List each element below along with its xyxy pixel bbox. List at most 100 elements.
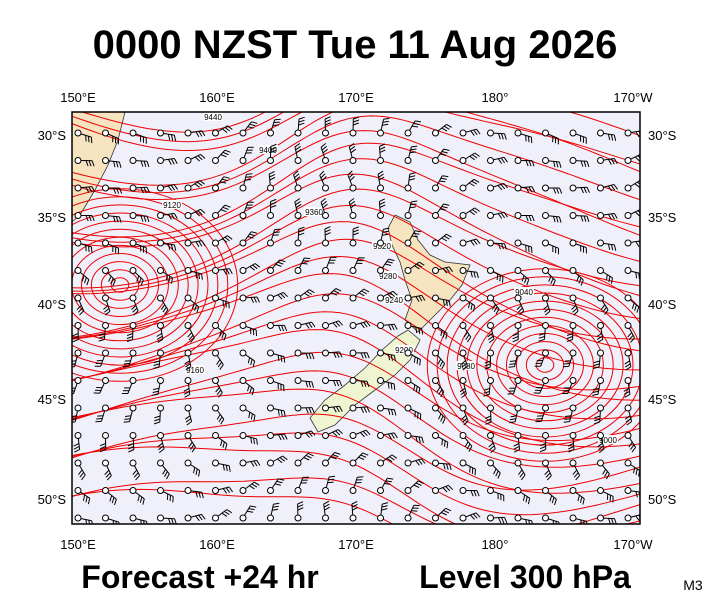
- barb-tick: [634, 183, 640, 188]
- barb-tick: [501, 133, 504, 140]
- barb-tick: [104, 310, 111, 316]
- barb-tick: [228, 486, 234, 493]
- barb-tick: [191, 447, 196, 453]
- station: [102, 459, 109, 467]
- station: [624, 184, 632, 192]
- station: [487, 184, 494, 192]
- barb-tick: [443, 148, 450, 151]
- barb-tick: [228, 465, 231, 472]
- station: [542, 267, 549, 274]
- barb-tick: [302, 260, 310, 262]
- station: [294, 349, 302, 357]
- station: [322, 432, 329, 439]
- barb-tick: [473, 129, 478, 136]
- barb-tick: [189, 444, 195, 450]
- barb-tick: [473, 271, 476, 278]
- station: [487, 349, 494, 357]
- station: [514, 404, 522, 412]
- lon-label: 150°E: [60, 90, 96, 105]
- barb-tick: [85, 245, 87, 252]
- barb-tick: [324, 506, 330, 511]
- barb-tick: [168, 276, 171, 283]
- barb-tick: [573, 310, 579, 316]
- barb-tick: [298, 229, 305, 233]
- barb-tick: [439, 153, 447, 156]
- model-label: M3: [683, 577, 703, 593]
- frame: [71, 111, 641, 525]
- barb-tick: [162, 468, 167, 475]
- barb-tick: [379, 198, 386, 202]
- barb-tick: [568, 449, 575, 453]
- barb-tick: [321, 200, 327, 206]
- barb-tick: [293, 170, 299, 176]
- barb-tick: [445, 267, 451, 273]
- barb-tick: [137, 495, 140, 502]
- barb-tick: [82, 494, 86, 501]
- barb-tick: [85, 215, 89, 222]
- contour-line: [72, 311, 640, 420]
- barb-tick: [485, 421, 492, 425]
- barb-tick: [362, 452, 369, 456]
- station: [514, 267, 522, 274]
- barb-tick: [416, 358, 419, 365]
- barb-tick: [448, 266, 454, 272]
- barb-tick: [379, 143, 386, 147]
- barb-tick: [222, 238, 228, 243]
- station: [294, 129, 302, 137]
- barb-tick: [190, 337, 195, 343]
- contour-ring: [100, 269, 140, 301]
- station: [542, 377, 549, 384]
- wind-barbs: [72, 116, 640, 524]
- station: [322, 212, 329, 219]
- barb-tick: [607, 134, 611, 141]
- lat-label: 35°S: [648, 210, 677, 225]
- station: [212, 404, 219, 412]
- barb-tick: [386, 457, 393, 463]
- barb-tick: [461, 363, 467, 368]
- barb-tick: [415, 296, 420, 302]
- station: [459, 377, 467, 384]
- lat-label: 30°S: [38, 128, 67, 143]
- station: [102, 267, 109, 274]
- contour-label: 9360: [305, 208, 323, 217]
- station: [459, 432, 467, 439]
- barb-tick: [256, 296, 260, 303]
- station: [157, 404, 164, 412]
- barb-tick: [197, 210, 203, 216]
- barb-tick: [586, 161, 590, 168]
- station: [212, 322, 219, 329]
- barb-tick: [418, 436, 421, 443]
- barb-tick: [366, 381, 370, 388]
- station: [294, 404, 302, 412]
- barb-tick: [519, 310, 525, 316]
- barb-tick: [634, 211, 640, 217]
- barb-tick: [140, 519, 142, 524]
- barb-tick: [311, 407, 315, 414]
- barb-tick: [270, 204, 277, 208]
- barb-tick: [140, 215, 144, 222]
- station: [432, 212, 439, 219]
- barb-tick: [572, 307, 578, 313]
- barb-tick: [413, 384, 416, 391]
- barb-tick: [580, 187, 584, 194]
- contour-label: 9240: [385, 296, 403, 305]
- barb-tick: [613, 244, 617, 251]
- barb-tick: [72, 415, 77, 418]
- barb-tick: [476, 272, 479, 279]
- barb-tick: [198, 514, 203, 521]
- barb-tick: [270, 149, 277, 153]
- barb-tick: [103, 305, 109, 310]
- station: [432, 239, 439, 247]
- contour-label: 9160: [186, 366, 204, 375]
- barb-tick: [72, 333, 79, 337]
- barb-tick: [146, 215, 150, 222]
- station: [102, 184, 109, 192]
- barb-tick: [583, 187, 587, 194]
- barb-tick: [162, 307, 167, 313]
- barb-tick: [153, 387, 160, 390]
- station: [404, 239, 412, 247]
- station: [157, 294, 164, 302]
- barb-tick: [251, 121, 258, 124]
- barb-tick: [497, 213, 503, 219]
- barb-tick: [185, 418, 192, 423]
